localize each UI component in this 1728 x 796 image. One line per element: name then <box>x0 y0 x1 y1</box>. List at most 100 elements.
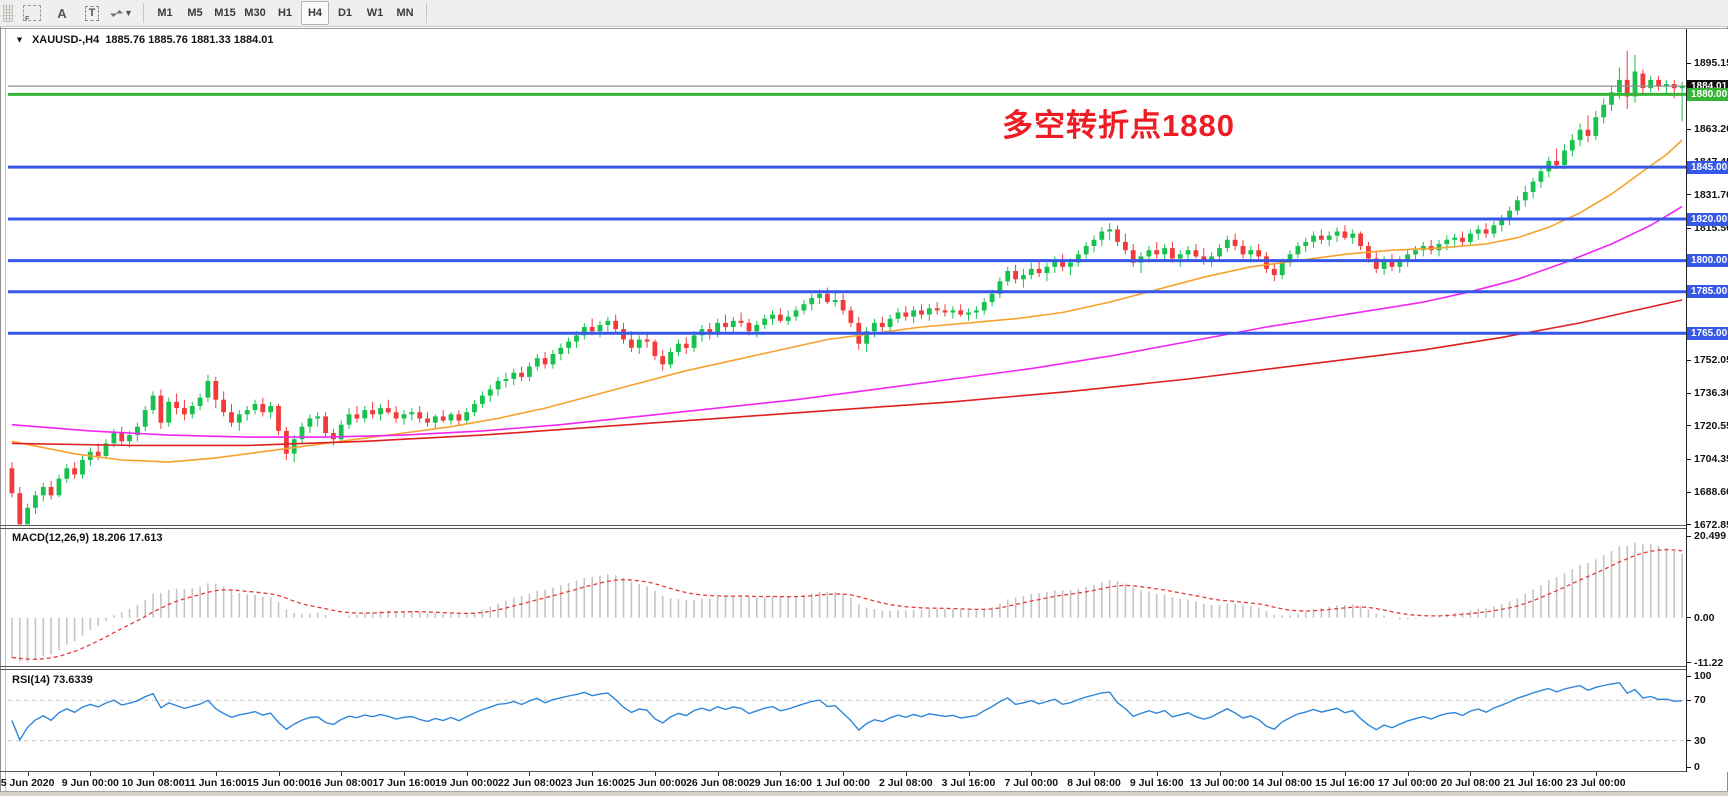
timeframe-label: MN <box>396 7 414 19</box>
time-axis-label[interactable]: 19 Jun 00:00 <box>435 777 499 789</box>
price-tick-label: 1895.15 <box>1687 57 1728 69</box>
rsi-axis-label: 100 <box>1687 670 1712 682</box>
status-strip <box>0 791 1728 796</box>
timeframe-button-h1[interactable]: H1 <box>271 1 299 25</box>
time-axis-label[interactable]: 2 Jul 08:00 <box>878 777 933 789</box>
time-axis-tick <box>1533 772 1535 776</box>
macd-main-value: 18.206 <box>92 532 126 544</box>
collapse-triangle-icon[interactable]: ▼ <box>15 35 24 45</box>
time-axis-label[interactable]: 15 Jul 16:00 <box>1315 777 1375 789</box>
time-axis-label[interactable]: 3 Jul 16:00 <box>941 777 996 789</box>
time-axis-tick <box>529 772 531 776</box>
window-top-border <box>0 28 1728 29</box>
time-axis-label[interactable]: 13 Jul 00:00 <box>1189 777 1250 789</box>
time-axis-tick <box>968 772 970 776</box>
price-axis[interactable] <box>1686 29 1728 772</box>
timeframe-label: M1 <box>157 7 173 19</box>
time-axis-label[interactable]: 5 Jun 2020 <box>0 777 55 789</box>
grid-f-icon <box>23 5 41 23</box>
time-axis-label[interactable]: 29 Jun 16:00 <box>748 777 812 789</box>
text-tool-button[interactable]: T <box>78 1 106 25</box>
timeframe-button-m1[interactable]: M1 <box>151 1 179 25</box>
rsi-value: 73.6339 <box>52 674 93 686</box>
window-left-border[interactable] <box>0 27 1 791</box>
time-axis-label[interactable]: 23 Jun 16:00 <box>560 777 624 789</box>
time-axis-tick <box>27 772 29 776</box>
time-axis-label[interactable]: 16 Jun 08:00 <box>309 777 373 789</box>
macd-signal-line <box>11 549 1683 660</box>
time-axis-label[interactable]: 17 Jul 00:00 <box>1377 777 1438 789</box>
time-axis-label[interactable]: 23 Jul 00:00 <box>1566 777 1626 789</box>
price-badge-1845.00: 1845.00 <box>1687 160 1728 174</box>
time-axis-tick <box>404 772 405 776</box>
time-axis-label[interactable]: 7 Jul 00:00 <box>1004 777 1059 789</box>
price-badge-1800.00: 1800.00 <box>1687 254 1728 268</box>
time-axis-tick <box>592 772 594 776</box>
timeframe-label: H1 <box>277 7 293 19</box>
timeframe-button-group: M1 M5 M15 M30 H1 H4 D1 W1 MN <box>150 1 420 25</box>
macd-axis-label: 0.00 <box>1687 612 1714 624</box>
timeframe-label: D1 <box>337 7 353 19</box>
chevron-down-icon: ▼ <box>124 8 133 18</box>
time-axis-label[interactable]: 10 Jun 08:00 <box>121 777 185 789</box>
time-axis-label[interactable]: 14 Jul 08:00 <box>1252 777 1312 789</box>
timeframe-button-h4[interactable]: H4 <box>301 1 329 25</box>
timeframe-button-m30[interactable]: M30 <box>241 1 269 25</box>
timeframe-button-mn[interactable]: MN <box>391 1 419 25</box>
time-axis-label[interactable]: 22 Jun 08:00 <box>497 777 561 789</box>
macd-signal-value: 17.613 <box>128 532 163 544</box>
time-axis-tick <box>1219 772 1221 776</box>
main-macd-separator-inner <box>0 528 1728 529</box>
rsi-line <box>11 681 1683 742</box>
macd-label: MACD(12,26,9) 18.206 17.613 <box>12 532 162 544</box>
timeframe-button-w1[interactable]: W1 <box>361 1 389 25</box>
time-axis-tick <box>1344 772 1346 776</box>
toolbar: A T ▼ M1 M5 M15 M30 H1 H4 D1 W1 MN <box>0 0 1728 27</box>
toolbar-separator <box>426 3 427 23</box>
rsi-label: RSI(14) 73.6339 <box>12 674 93 686</box>
time-axis-label[interactable]: 26 Jun 08:00 <box>686 777 750 789</box>
rsi-axis-label: 30 <box>1687 735 1706 747</box>
time-axis-label[interactable]: 17 Jun 16:00 <box>372 777 436 789</box>
ma-mid-magenta[interactable] <box>11 205 1683 438</box>
time-axis-label[interactable]: 11 Jun 16:00 <box>184 777 248 789</box>
time-axis-tick <box>341 772 343 776</box>
time-axis-tick <box>1094 772 1095 776</box>
timeframe-label: M5 <box>187 7 203 19</box>
time-axis-label[interactable]: 1 Jul 00:00 <box>816 777 870 789</box>
time-axis-label[interactable]: 25 Jun 00:00 <box>623 777 687 789</box>
price-badge-1785.00: 1785.00 <box>1687 285 1728 299</box>
arrows-tool-button[interactable]: ▼ <box>108 1 136 25</box>
price-tick-label: 1704.35 <box>1687 453 1728 465</box>
price-badge-1820.00: 1820.00 <box>1687 212 1728 226</box>
time-axis-label[interactable]: 9 Jun 00:00 <box>61 777 119 789</box>
timeframe-label: W1 <box>366 7 384 19</box>
toolbar-grip[interactable] <box>3 4 13 22</box>
symbol-period-label: XAUUSD-,H4 <box>31 34 100 46</box>
macd-rsi-separator[interactable] <box>0 666 1728 667</box>
price-tick-label: 1688.60 <box>1687 486 1728 498</box>
label-tool-button[interactable]: A <box>48 1 76 25</box>
chart-left-border <box>5 29 6 791</box>
expert-grid-icon[interactable] <box>18 1 46 25</box>
letter-a-icon: A <box>57 5 67 21</box>
time-axis-label[interactable]: 8 Jul 08:00 <box>1067 777 1121 789</box>
timeframe-button-m15[interactable]: M15 <box>211 1 239 25</box>
main-macd-separator[interactable] <box>0 525 1728 526</box>
price-tick-label: 1831.70 <box>1687 189 1728 201</box>
timeframe-button-d1[interactable]: D1 <box>331 1 359 25</box>
time-axis-tick <box>90 772 92 776</box>
chart-text-annotation[interactable]: 多空转折点1880 <box>1002 108 1235 143</box>
time-axis-label[interactable]: 21 Jul 16:00 <box>1503 777 1563 789</box>
time-axis-label[interactable]: 15 Jun 00:00 <box>246 777 311 789</box>
time-axis-tick <box>1031 772 1033 776</box>
macd-rsi-separator-inner <box>0 669 1728 670</box>
time-axis-label[interactable]: 20 Jul 08:00 <box>1440 777 1501 789</box>
time-axis-tick <box>153 772 155 776</box>
timeframe-button-m5[interactable]: M5 <box>181 1 209 25</box>
timeframe-label: M15 <box>214 7 236 19</box>
time-axis-label[interactable]: 9 Jul 16:00 <box>1129 777 1184 789</box>
